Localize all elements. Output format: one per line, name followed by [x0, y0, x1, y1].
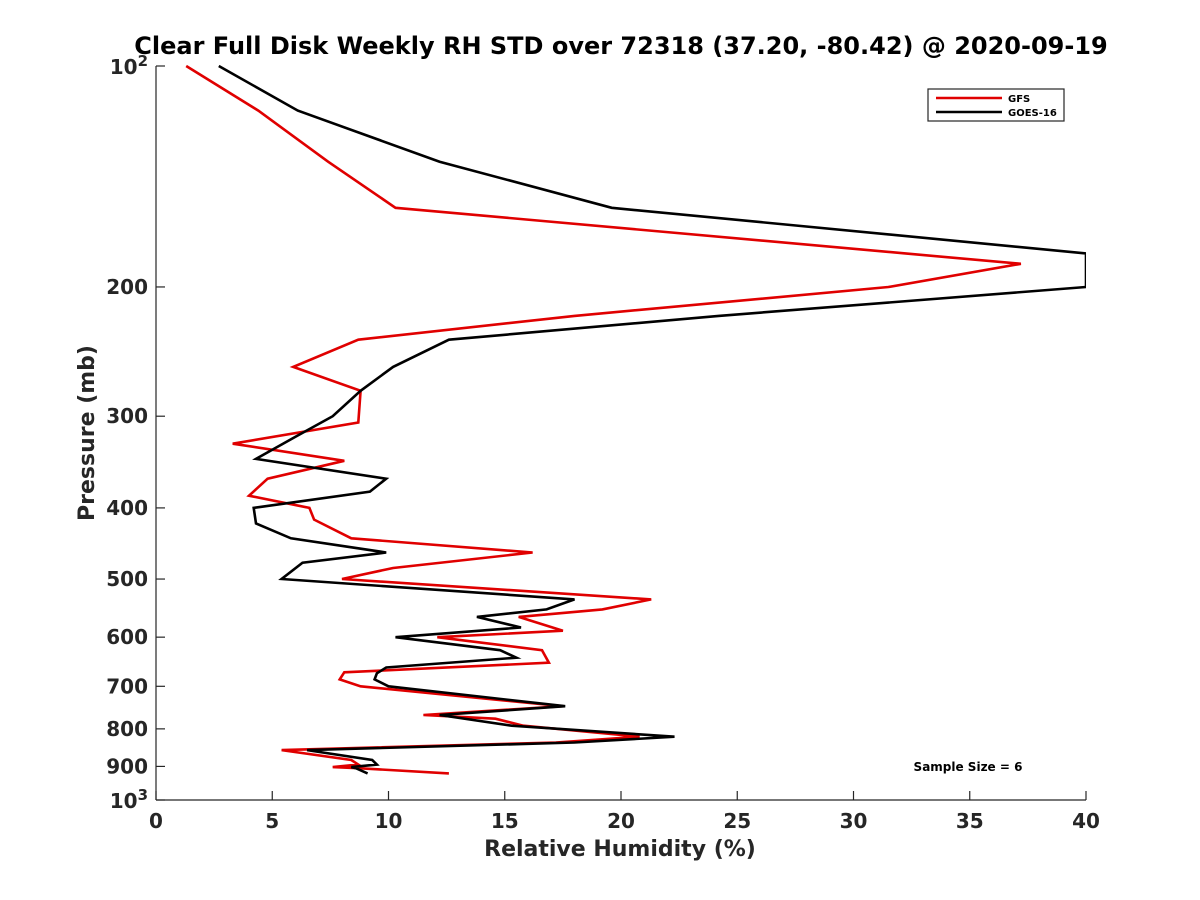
x-axis-label: Relative Humidity (%): [484, 837, 756, 862]
sample-size-annotation: Sample Size = 6: [914, 760, 1023, 774]
y-tick-label: 400: [106, 496, 148, 520]
series-line-goes-16: [218, 64, 1086, 775]
chart-title: Clear Full Disk Weekly RH STD over 72318…: [134, 32, 1107, 60]
y-tick-label: 200: [106, 275, 148, 299]
legend-label: GOES-16: [1008, 108, 1057, 119]
x-tick-label: 0: [149, 809, 163, 833]
x-tick-label: 10: [375, 809, 403, 833]
x-tick-label: 15: [491, 809, 519, 833]
y-tick-label: 700: [106, 674, 148, 698]
x-tick-label: 40: [1072, 809, 1100, 833]
y-tick-base: 10: [110, 55, 138, 79]
legend-box: [927, 88, 1065, 122]
y-tick-label: 600: [106, 625, 148, 649]
x-axis: 0 5 10 15 20 25 30 35 40: [149, 791, 1100, 833]
y-tick-label: 900: [106, 754, 148, 778]
x-tick-label: 5: [265, 809, 279, 833]
y-tick-label: 103: [110, 786, 148, 813]
y-tick-label: 500: [106, 567, 148, 591]
y-tick-label: 102: [110, 52, 148, 79]
y-tick-label: 300: [106, 404, 148, 428]
legend-label: GFS: [1008, 94, 1030, 105]
series-line-gfs: [185, 64, 1022, 775]
series-layer: [185, 64, 1086, 775]
x-tick-label: 20: [607, 809, 635, 833]
y-tick-label: 800: [106, 717, 148, 741]
y-tick-base: 10: [110, 789, 138, 813]
y-tick-exponent: 3: [138, 786, 148, 804]
x-tick-label: 25: [723, 809, 751, 833]
x-tick-label: 35: [956, 809, 984, 833]
y-axis-label: Pressure (mb): [75, 345, 100, 521]
legend: GFS GOES-16: [927, 88, 1065, 122]
y-tick-exponent: 2: [138, 52, 148, 70]
x-tick-label: 30: [840, 809, 868, 833]
